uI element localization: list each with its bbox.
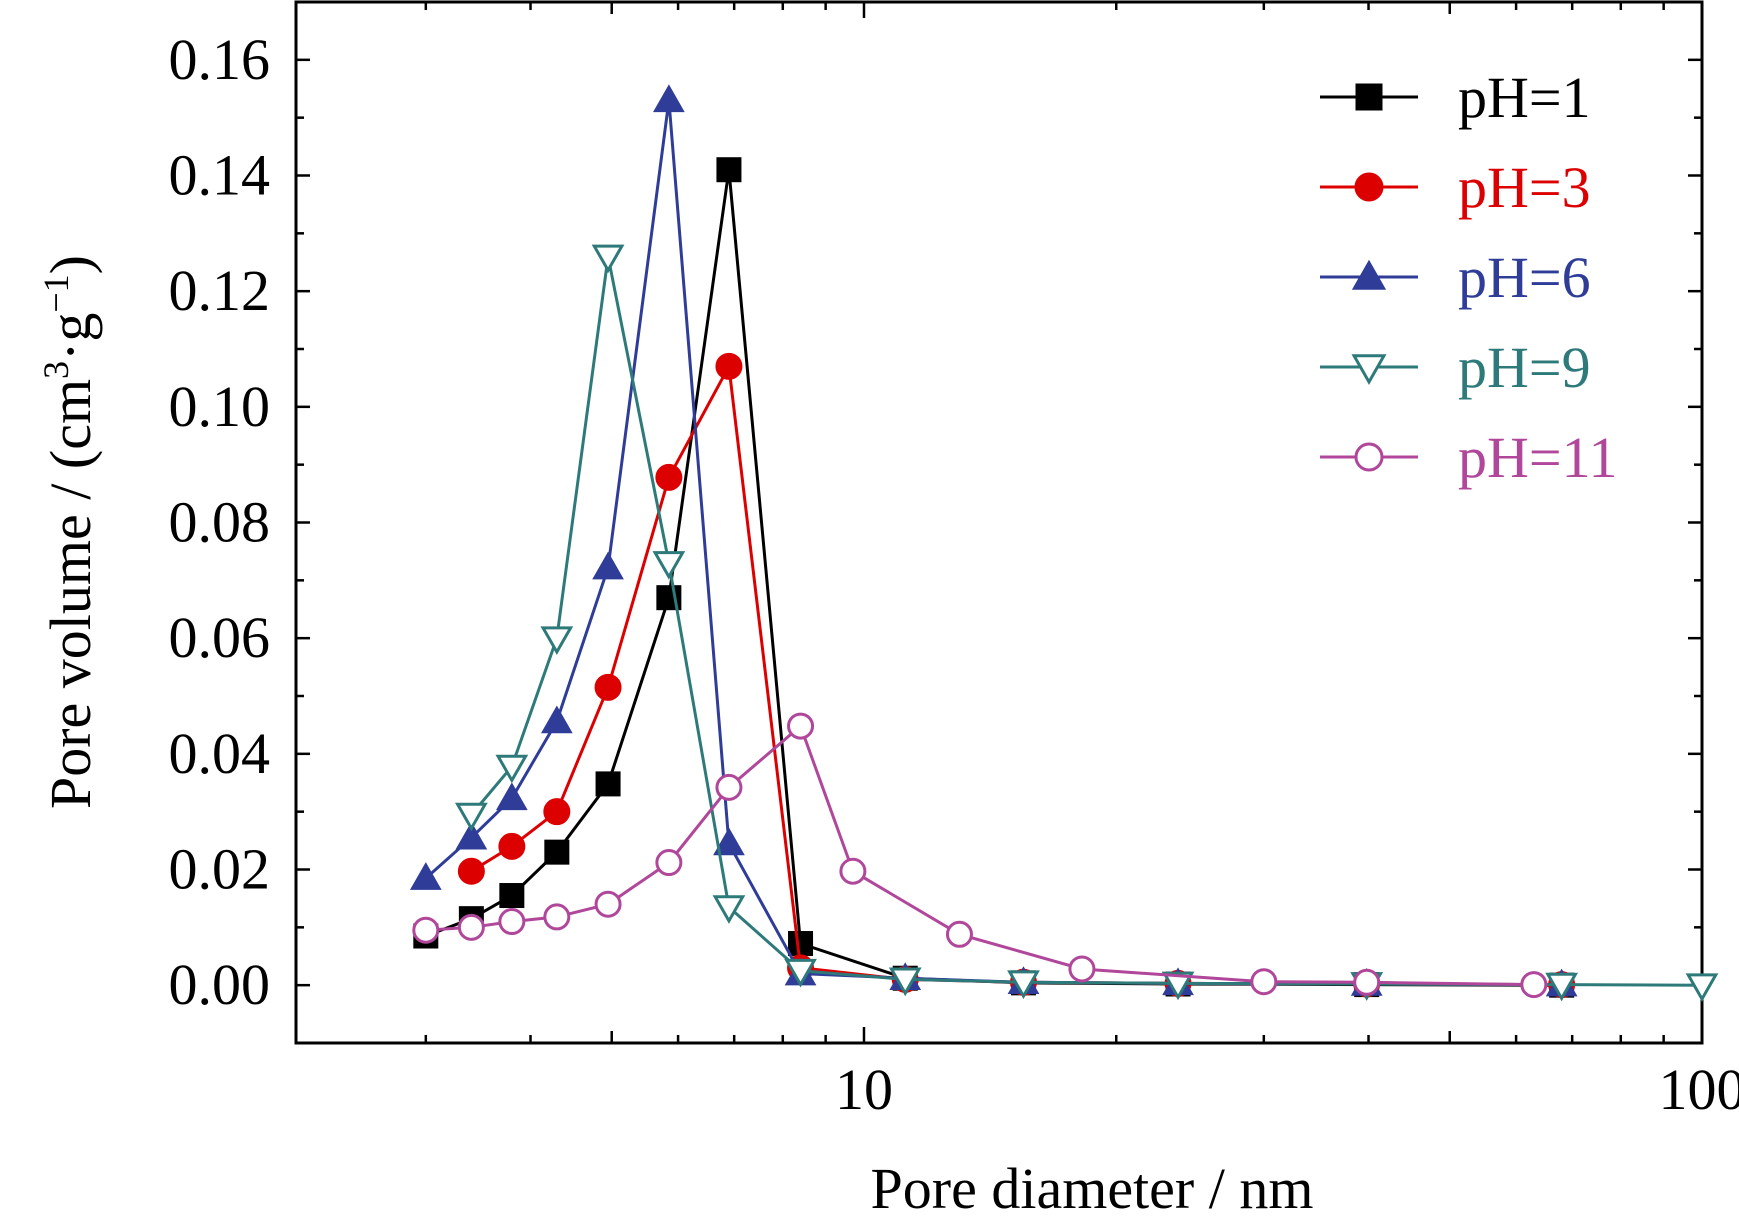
data-point [1522, 973, 1546, 997]
data-point [414, 918, 438, 942]
y-axis-label-mid: ·g [38, 313, 103, 361]
series-layer [411, 85, 1716, 999]
data-point [656, 464, 682, 490]
legend-label: pH=9 [1458, 335, 1591, 400]
data-point [789, 932, 813, 956]
data-point [543, 628, 571, 652]
series-line [426, 726, 1534, 985]
series-pH=6 [411, 85, 1577, 996]
series-pH=1 [414, 158, 1574, 997]
data-point [716, 353, 742, 379]
y-tick-label: 0.00 [169, 952, 271, 1017]
legend-label: pH=1 [1458, 65, 1591, 130]
legend-label: pH=3 [1458, 155, 1591, 220]
x-axis-label: Pore diameter / nm [871, 1156, 1314, 1221]
legend-marker [1356, 444, 1382, 470]
data-point [947, 922, 971, 946]
data-point [717, 775, 741, 799]
legend-marker [1354, 356, 1384, 382]
legend-item: pH=11 [1320, 425, 1617, 490]
series-pH=3 [458, 353, 1574, 997]
x-tick-label: 100 [1659, 1057, 1739, 1122]
data-point [1070, 957, 1094, 981]
data-point [1355, 970, 1379, 994]
data-point [1252, 970, 1276, 994]
y-axis-label-text: Pore volume / (cm [38, 379, 103, 809]
legend-marker [1353, 261, 1386, 289]
data-point [545, 905, 569, 929]
data-point [544, 799, 570, 825]
legend-item: pH=1 [1320, 65, 1591, 130]
series-line [471, 366, 1561, 984]
y-tick-label: 0.16 [169, 27, 271, 92]
y-tick-label: 0.12 [169, 258, 271, 323]
legend-item: pH=6 [1320, 245, 1591, 310]
data-point [593, 553, 623, 579]
legend-marker [1356, 84, 1382, 110]
y-axis-label-end: ) [38, 255, 103, 274]
y-tick-label: 0.14 [169, 143, 271, 208]
data-point [499, 833, 525, 859]
legend-label: pH=6 [1458, 245, 1591, 310]
y-tick-label: 0.06 [169, 605, 271, 670]
data-point [654, 85, 684, 111]
legend-label: pH=11 [1458, 425, 1617, 490]
data-point [545, 840, 569, 864]
data-point [596, 892, 620, 916]
data-point [841, 859, 865, 883]
series-pH=11 [414, 714, 1546, 997]
y-tick-label: 0.02 [169, 837, 271, 902]
data-point [594, 246, 622, 270]
data-point [497, 783, 527, 809]
data-point [500, 884, 524, 908]
data-point [595, 674, 621, 700]
y-axis-label-sup1: 3 [36, 361, 76, 379]
legend-item: pH=3 [1320, 155, 1591, 220]
y-axis-label-sup2: −1 [36, 274, 76, 312]
y-tick-label: 0.04 [169, 721, 271, 786]
data-point [596, 772, 620, 796]
data-point [655, 553, 683, 577]
data-point [459, 915, 483, 939]
data-point [542, 706, 572, 732]
data-point [1688, 975, 1716, 999]
legend-marker [1355, 173, 1383, 201]
data-point [500, 910, 524, 934]
y-tick-label: 0.10 [169, 374, 271, 439]
data-point [657, 851, 681, 875]
data-point [717, 158, 741, 182]
legend-item: pH=9 [1320, 335, 1591, 400]
y-axis-label: Pore volume / (cm3·g−1) [36, 255, 103, 809]
series-line [426, 100, 1562, 984]
y-tick-label: 0.08 [169, 490, 271, 555]
legend: pH=1 pH=3 pH=6 pH=9 pH=11 [1320, 65, 1617, 490]
data-point [789, 714, 813, 738]
x-tick-label: 10 [835, 1057, 893, 1122]
data-point [458, 858, 484, 884]
data-point [458, 804, 486, 828]
